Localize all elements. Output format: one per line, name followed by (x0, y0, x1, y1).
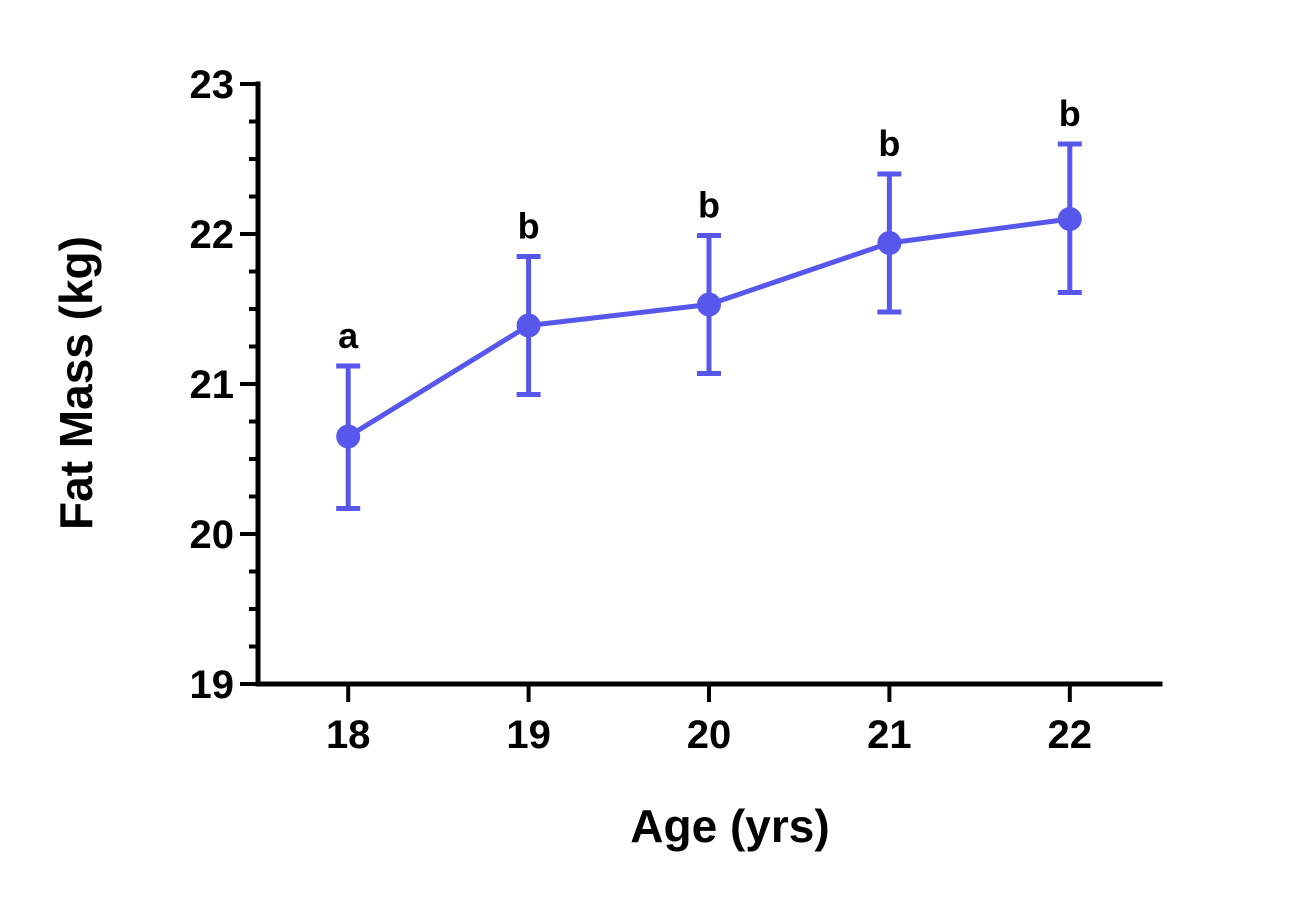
y-axis-title: Fat Mass (kg) (50, 236, 102, 530)
significance-label: a (338, 315, 359, 356)
x-tick-label: 22 (1048, 713, 1093, 757)
y-axis: 19 20 21 22 23 (190, 63, 261, 707)
data-point (697, 292, 721, 317)
x-axis: 18 19 20 21 22 (255, 681, 1163, 757)
significance-label: b (878, 123, 900, 164)
y-tick-label: 20 (190, 513, 235, 557)
x-tick-label: 21 (867, 713, 912, 757)
data-point (336, 424, 361, 449)
data-point (877, 231, 902, 255)
data-point (1057, 207, 1082, 231)
data-series (336, 141, 1082, 511)
y-tick-label: 19 (190, 663, 235, 707)
significance-label: b (698, 185, 720, 226)
y-tick-label: 22 (190, 213, 235, 257)
y-tick-label: 23 (190, 63, 235, 107)
data-point (516, 313, 541, 338)
significance-label: b (1059, 93, 1081, 134)
x-tick-label: 20 (687, 713, 732, 757)
significance-labels: a b b b b (338, 93, 1081, 356)
x-axis-title: Age (yrs) (630, 800, 829, 852)
x-tick-label: 18 (326, 713, 371, 757)
significance-label: b (518, 206, 540, 247)
y-tick-label: 21 (190, 363, 235, 407)
x-tick-label: 19 (506, 713, 551, 757)
